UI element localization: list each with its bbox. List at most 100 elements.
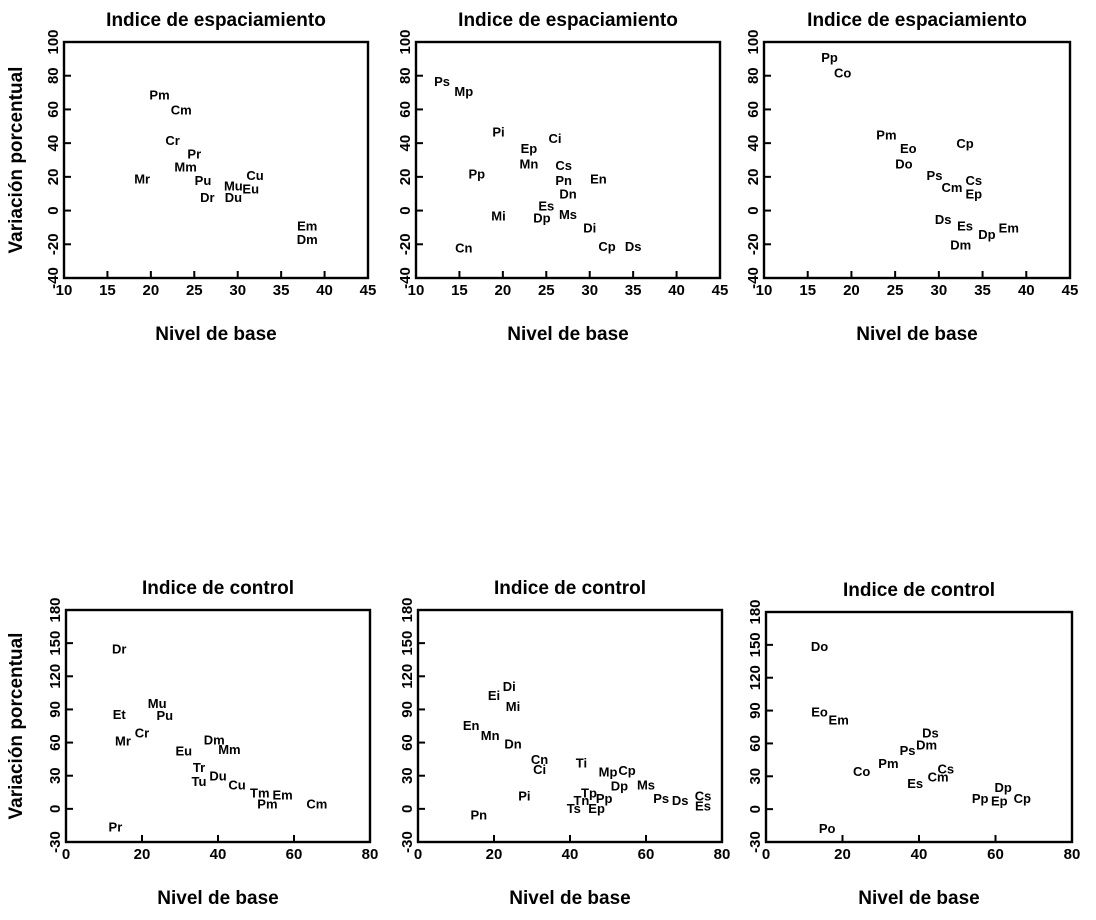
y-tick-label: 180	[47, 597, 64, 622]
x-tick-label: 60	[286, 846, 303, 863]
point-label-en: En	[463, 718, 480, 733]
point-label-eo: Eo	[900, 141, 917, 156]
y-tick-label: 150	[747, 632, 764, 657]
x-tick-label: 80	[362, 846, 379, 863]
point-label-dr: Dr	[200, 190, 214, 205]
y-tick-label: 60	[745, 101, 762, 118]
point-label-cs: Cs	[695, 789, 712, 804]
point-label-mi: Mi	[506, 699, 520, 714]
y-tick-label: 30	[47, 767, 64, 784]
point-label-pp: Pp	[972, 791, 989, 806]
point-label-ds: Ds	[672, 793, 689, 808]
y-tick-label: 90	[399, 701, 416, 718]
scatter-panel-1: 10 15 20 25 30 35 40 45 -40 -20 0 20 40 60 80 100 Indice…	[6, 10, 376, 345]
x-tick-label: 10	[408, 282, 425, 299]
point-label-ms: Ms	[559, 207, 577, 222]
y-axis-label: Variación porcentual	[6, 633, 27, 820]
point-label-mm: Mm	[218, 742, 240, 757]
point-label-do: Do	[895, 156, 912, 171]
y-tick-label: 60	[47, 734, 64, 751]
y-tick-label: 0	[47, 805, 64, 813]
x-tick-label: 35	[625, 282, 642, 299]
x-tick-label: 45	[712, 282, 729, 299]
x-axis-label: Nivel de base	[856, 324, 977, 345]
point-label-es: Es	[695, 799, 711, 814]
y-tick-label: 40	[745, 135, 762, 152]
y-tick-label: 100	[745, 29, 762, 54]
point-label-dp: Dp	[611, 779, 628, 794]
point-label-es: Es	[957, 219, 973, 234]
point-label-cs: Cs	[555, 158, 572, 173]
point-label-mr: Mr	[115, 733, 131, 748]
x-tick-label: 15	[799, 282, 816, 299]
scatter-panel-2: 10 15 20 25 30 35 40 45 -40 -20 0 20 40 60 80 100 Indice…	[397, 10, 728, 345]
x-axis-label: Nivel de base	[155, 324, 276, 345]
point-label-mp: Mp	[599, 764, 618, 779]
x-tick-label: 30	[931, 282, 948, 299]
x-tick-label: 60	[987, 846, 1004, 863]
point-label-dp: Dp	[994, 780, 1011, 795]
point-label-dp: Dp	[533, 210, 550, 225]
x-tick-label: 0	[62, 846, 70, 863]
point-label-cs: Cs	[966, 173, 983, 188]
x-tick-label: 40	[911, 846, 928, 863]
y-tick-label: 80	[745, 67, 762, 84]
x-tick-label: 0	[762, 846, 770, 863]
point-label-dm: Dm	[916, 738, 937, 753]
y-tick-label: 100	[397, 29, 414, 54]
y-tick-label: -30	[747, 831, 764, 853]
point-label-pp: Pp	[596, 791, 613, 806]
point-label-pr: Pr	[187, 146, 201, 161]
x-tick-label: 45	[360, 282, 377, 299]
x-tick-label: 60	[638, 846, 655, 863]
point-label-tn: Tn	[573, 793, 589, 808]
point-label-tp: Tp	[581, 785, 597, 800]
x-tick-label: 35	[273, 282, 290, 299]
y-tick-label: -30	[47, 831, 64, 853]
point-label-mn: Mn	[481, 728, 500, 743]
point-label-et: Et	[113, 707, 127, 722]
point-label-cm: Cm	[928, 769, 949, 784]
point-label-dr: Dr	[112, 642, 126, 657]
x-tick-label: 20	[495, 282, 512, 299]
point-label-ep: Ep	[991, 793, 1008, 808]
point-label-cm: Cm	[941, 180, 962, 195]
point-label-dm: Dm	[204, 732, 225, 747]
point-label-ti: Ti	[576, 755, 587, 770]
point-label-pm: Pm	[876, 128, 896, 143]
x-tick-label: 40	[668, 282, 685, 299]
x-tick-label: 40	[210, 846, 227, 863]
x-tick-label: 10	[756, 282, 773, 299]
x-axis-label: Nivel de base	[157, 888, 278, 909]
point-label-es: Es	[907, 776, 923, 791]
chart-title: Indice de control	[494, 578, 646, 599]
point-label-mu: Mu	[148, 696, 167, 711]
y-tick-label: 90	[747, 702, 764, 719]
x-tick-label: 15	[99, 282, 116, 299]
chart-title: Indice de control	[142, 578, 294, 599]
point-label-dp: Dp	[978, 227, 995, 242]
point-label-cp: Cp	[956, 136, 973, 151]
x-tick-label: 40	[562, 846, 579, 863]
chart-title: Indice de espaciamiento	[807, 10, 1027, 31]
point-label-em: Em	[829, 712, 849, 727]
point-label-pu: Pu	[195, 173, 212, 188]
point-label-co: Co	[834, 65, 851, 80]
point-label-di: Di	[583, 220, 596, 235]
point-label-cp: Cp	[598, 239, 615, 254]
point-label-cn: Cn	[455, 241, 472, 256]
y-tick-label: 60	[747, 735, 764, 752]
y-axis-label: Variación porcentual	[6, 67, 27, 254]
point-label-cm: Cm	[306, 796, 327, 811]
y-tick-label: 80	[397, 67, 414, 84]
point-label-tr: Tr	[193, 760, 205, 775]
point-label-co: Co	[853, 764, 870, 779]
point-label-mn: Mn	[520, 156, 539, 171]
point-label-cm: Cm	[171, 102, 192, 117]
point-label-em: Em	[297, 219, 317, 234]
y-tick-label: 40	[397, 135, 414, 152]
point-label-ci: Ci	[548, 131, 561, 146]
point-label-ep: Ep	[588, 801, 605, 816]
